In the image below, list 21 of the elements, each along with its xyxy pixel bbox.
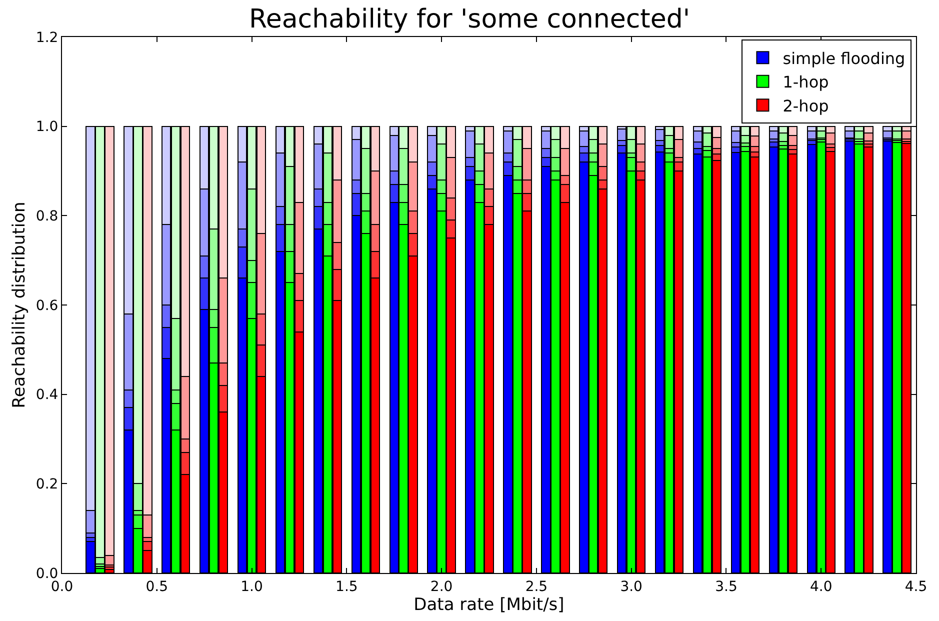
x-tick-label: 4.0 [810,578,832,595]
x-tick-label: 3.0 [620,578,642,595]
chart-title: Reachability for 'some connected' [248,4,690,35]
legend-label: 1-hop [782,72,829,92]
y-tick-label: 1.0 [36,119,58,136]
x-tick-label: 2.0 [430,578,453,595]
y-tick-label: 0.8 [36,208,58,225]
legend-label: 2-hop [782,96,829,116]
y-tick-label: 0.4 [36,387,58,404]
y-axis-title: Reachability distribution [9,202,30,408]
x-tick-label: 3.5 [715,578,738,595]
x-tick-label: 2.5 [525,578,548,595]
y-tick-label: 0.2 [36,476,58,493]
x-tick-label: 1.5 [336,578,358,595]
x-tick-label: 4.5 [904,578,928,595]
y-tick-label: 1.2 [36,30,58,46]
x-tick-label: 0.5 [146,578,168,595]
x-axis-title: Data rate [Mbit/s] [414,594,564,615]
x-tick-label: 1.0 [240,578,263,595]
legend-label: simple flooding [782,48,906,68]
y-tick-label: 0.6 [36,298,58,314]
